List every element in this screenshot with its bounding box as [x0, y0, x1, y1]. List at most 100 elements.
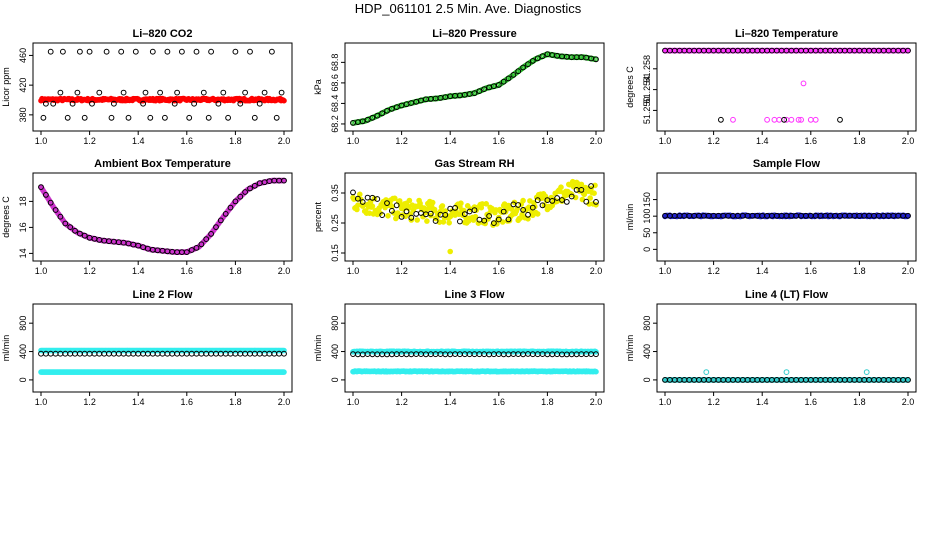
data-point — [135, 242, 142, 249]
y-axis-label: ml/min — [1, 335, 11, 362]
data-point — [364, 116, 371, 123]
data-point — [559, 197, 565, 203]
x-tick-label: 2.0 — [590, 136, 603, 146]
panel-title: Gas Stream RH — [434, 158, 514, 170]
data-point — [905, 212, 911, 219]
data-point — [534, 211, 541, 217]
x-tick-label: 1.0 — [35, 266, 48, 276]
data-point — [74, 89, 81, 96]
data-point — [718, 116, 724, 123]
x-tick-label: 1.2 — [707, 397, 720, 407]
data-point — [174, 89, 181, 96]
data-point — [77, 48, 83, 55]
data-point — [374, 196, 381, 202]
data-point — [495, 82, 502, 88]
data-point — [578, 187, 585, 193]
data-point — [278, 89, 285, 96]
data-point — [47, 48, 54, 55]
y-tick-label: 400 — [642, 344, 652, 359]
data-point — [222, 211, 229, 217]
y-tick-label: 16 — [18, 222, 28, 232]
data-point — [486, 213, 493, 219]
x-tick-label: 1.0 — [35, 397, 48, 407]
y-tick-label: 800 — [18, 316, 28, 331]
data-point — [529, 204, 536, 211]
data-point — [427, 210, 434, 217]
data-point — [520, 207, 526, 213]
y-tick-label: 51.254 — [642, 76, 652, 104]
x-tick-label: 1.4 — [444, 266, 457, 276]
data-point — [500, 78, 507, 85]
data-point — [384, 107, 390, 114]
data-point — [67, 224, 74, 231]
x-tick-label: 1.0 — [659, 136, 672, 146]
data-point — [281, 177, 287, 184]
data-point — [251, 182, 258, 189]
data-point — [393, 202, 400, 209]
x-tick-label: 1.4 — [756, 397, 769, 407]
plot-frame — [656, 303, 917, 393]
y-axis-label: degrees C — [1, 196, 11, 238]
data-point — [391, 195, 398, 202]
plot-frame — [32, 42, 293, 132]
data-point — [505, 75, 512, 82]
data-point — [281, 350, 287, 357]
x-tick-label: 1.0 — [347, 397, 360, 407]
data-point — [593, 199, 599, 205]
data-point — [730, 116, 736, 123]
data-point — [149, 48, 156, 55]
data-point — [783, 369, 790, 376]
x-tick-label: 2.0 — [278, 266, 291, 276]
data-point — [43, 100, 49, 107]
x-tick-label: 1.8 — [853, 397, 866, 407]
panel-title: Ambient Box Temperature — [94, 158, 231, 170]
x-tick-label: 1.6 — [493, 136, 506, 146]
x-tick-label: 1.2 — [707, 136, 720, 146]
data-point — [520, 64, 526, 71]
data-point — [96, 89, 103, 96]
data-point — [491, 220, 497, 227]
data-point — [281, 97, 287, 104]
data-point — [476, 88, 483, 94]
y-tick-label: 0 — [642, 377, 652, 382]
x-tick-label: 1.0 — [35, 136, 48, 146]
x-tick-label: 1.6 — [805, 397, 818, 407]
data-point — [200, 89, 207, 96]
y-tick-label: 0.15 — [330, 244, 340, 262]
data-point — [171, 100, 178, 107]
data-point — [40, 114, 47, 121]
y-axis-label: percent — [313, 201, 323, 232]
x-tick-label: 2.0 — [902, 266, 915, 276]
x-tick-label: 1.8 — [541, 397, 554, 407]
data-point — [256, 100, 263, 107]
x-tick-label: 1.2 — [395, 136, 408, 146]
x-tick-label: 1.4 — [132, 397, 145, 407]
data-point — [62, 220, 69, 227]
data-point — [247, 185, 253, 192]
data-point — [364, 194, 371, 201]
data-points — [662, 212, 911, 220]
data-point — [198, 241, 205, 248]
plot-frame — [656, 42, 917, 132]
data-point — [125, 114, 132, 121]
data-point — [563, 199, 570, 205]
y-tick-label: 800 — [642, 316, 652, 331]
y-tick-label: 0 — [18, 377, 28, 382]
data-point — [355, 195, 361, 202]
data-point — [64, 114, 71, 121]
x-tick-label: 2.0 — [902, 136, 915, 146]
plot-frame — [32, 172, 293, 262]
data-point — [495, 216, 502, 223]
data-point — [103, 48, 110, 55]
panel-title: Li–820 Pressure — [432, 28, 516, 40]
data-point — [183, 249, 190, 256]
data-point — [534, 55, 541, 62]
data-point — [587, 195, 593, 201]
x-tick-label: 1.4 — [444, 136, 457, 146]
data-point — [261, 89, 268, 96]
data-point — [273, 114, 280, 121]
data-point — [389, 105, 395, 112]
x-tick-label: 1.2 — [395, 397, 408, 407]
x-tick-label: 1.8 — [853, 136, 866, 146]
